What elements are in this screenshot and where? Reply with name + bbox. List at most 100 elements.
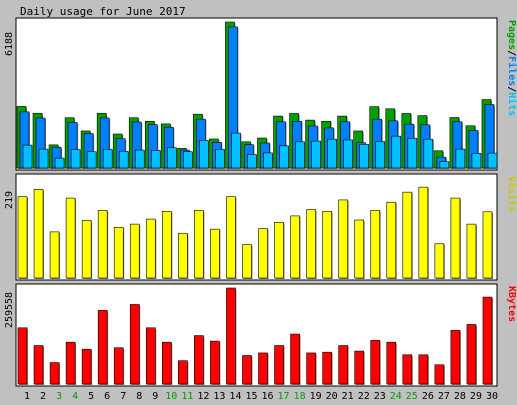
day-label-7: 7 xyxy=(120,391,126,402)
bar-hits-hits-19 xyxy=(311,140,321,169)
bar-kbytes-kbytes-28 xyxy=(450,330,461,385)
bar-visits-visits-20 xyxy=(322,211,332,279)
bar-hits-hits-1 xyxy=(22,144,33,169)
panel-visits-frame xyxy=(15,173,498,281)
x-axis-labels: 1 2 3 4 5 6 7 8 9 10 11 12 13 14 15 16 17 18 19 20 21 22 23 24 2… xyxy=(24,391,498,402)
bar-kbytes-kbytes-25 xyxy=(402,354,413,385)
bar-visits-visits-10 xyxy=(162,211,172,279)
bar-hits-hits-21 xyxy=(343,139,353,169)
day-label-26: 26 xyxy=(422,391,434,402)
day-label-2: 2 xyxy=(40,391,46,402)
bar-visits-visits-13 xyxy=(210,228,220,279)
day-label-4: 4 xyxy=(72,391,78,402)
bar-visits-visits-23 xyxy=(370,210,381,279)
panel-visits-max-label: 219 xyxy=(4,191,15,209)
bar-hits-hits-23 xyxy=(375,141,386,169)
day-label-6: 6 xyxy=(104,391,110,402)
panel-visits-legend: Visits xyxy=(506,176,517,212)
bar-visits-visits-8 xyxy=(129,223,140,279)
bar-kbytes-kbytes-11 xyxy=(178,360,188,385)
bar-kbytes-kbytes-5 xyxy=(81,348,92,385)
bar-kbytes-kbytes-3 xyxy=(49,362,60,385)
day-label-23: 23 xyxy=(374,391,386,402)
bar-visits-visits-5 xyxy=(81,220,92,279)
day-label-18: 18 xyxy=(294,391,306,402)
bar-hits-hits-11 xyxy=(183,151,193,169)
bar-kbytes-kbytes-22 xyxy=(354,350,365,385)
day-label-10: 10 xyxy=(165,391,177,402)
day-label-17: 17 xyxy=(278,391,290,402)
legend-part-2: Files xyxy=(506,56,517,86)
bar-kbytes-kbytes-10 xyxy=(162,341,172,385)
bar-hits-hits-2 xyxy=(38,148,49,169)
bar-hits-hits-9 xyxy=(150,150,161,169)
bar-visits-visits-22 xyxy=(354,219,365,279)
day-label-29: 29 xyxy=(470,391,482,402)
bar-hits-hits-14 xyxy=(231,132,241,169)
legend-part-0: Visits xyxy=(506,176,517,212)
bar-kbytes-kbytes-7 xyxy=(113,347,124,385)
legend-part-4: Hits xyxy=(506,92,517,116)
day-label-28: 28 xyxy=(454,391,466,402)
day-label-5: 5 xyxy=(88,391,94,402)
bar-visits-visits-18 xyxy=(290,215,300,279)
bar-visits-visits-2 xyxy=(33,189,44,279)
bar-hits-hits-22 xyxy=(359,144,370,169)
bar-hits-hits-26 xyxy=(423,138,434,169)
bar-visits-visits-26 xyxy=(418,186,429,279)
bar-hits-hits-4 xyxy=(70,149,81,169)
bar-visits-visits-27 xyxy=(434,243,445,279)
bar-visits-visits-9 xyxy=(145,218,156,279)
day-label-11: 11 xyxy=(181,391,193,402)
bar-kbytes-kbytes-13 xyxy=(210,340,220,385)
bar-hits-hits-25 xyxy=(407,137,418,169)
bar-visits-visits-21 xyxy=(338,199,348,279)
panel-kbytes-frame xyxy=(15,283,498,387)
bar-visits-visits-1 xyxy=(17,196,28,279)
bar-kbytes-kbytes-14 xyxy=(226,287,236,385)
bar-visits-visits-30 xyxy=(482,211,493,279)
bar-kbytes-kbytes-2 xyxy=(33,345,44,385)
bar-kbytes-kbytes-8 xyxy=(129,304,140,385)
bar-hits-hits-17 xyxy=(279,145,289,169)
bar-hits-hits-24 xyxy=(391,135,402,169)
bar-hits-hits-10 xyxy=(167,147,177,169)
bar-kbytes-kbytes-15 xyxy=(242,355,252,385)
bar-visits-visits-6 xyxy=(97,210,108,279)
day-label-22: 22 xyxy=(358,391,370,402)
bar-kbytes-kbytes-17 xyxy=(274,345,284,385)
bar-kbytes-kbytes-19 xyxy=(306,352,316,385)
bar-kbytes-kbytes-4 xyxy=(65,341,76,385)
bar-hits-hits-27 xyxy=(439,161,450,169)
day-label-25: 25 xyxy=(406,391,418,402)
bar-hits-hits-15 xyxy=(247,154,257,169)
chart-title: Daily usage for June 2017 xyxy=(20,5,186,18)
bar-hits-hits-3 xyxy=(54,157,65,169)
bar-hits-hits-12 xyxy=(199,140,209,169)
bar-visits-visits-25 xyxy=(402,191,413,279)
bar-visits-visits-15 xyxy=(242,244,252,279)
bar-visits-visits-14 xyxy=(226,196,236,279)
day-label-14: 14 xyxy=(229,391,241,402)
day-label-16: 16 xyxy=(261,391,273,402)
panel-kbytes: 259558 KBytes xyxy=(4,283,517,387)
legend-part-3: / xyxy=(506,86,517,92)
bar-visits-visits-7 xyxy=(113,227,124,279)
bar-kbytes-kbytes-1 xyxy=(17,327,28,385)
bar-visits-visits-19 xyxy=(306,209,316,279)
panel-kbytes-max-label: 259558 xyxy=(4,292,15,328)
bar-visits-visits-17 xyxy=(274,221,284,279)
day-label-3: 3 xyxy=(56,391,62,402)
panel-hits: 6188 Pages/Files/Hits xyxy=(4,17,517,171)
legend-part-1: / xyxy=(506,50,517,56)
legend-part-0: Pages xyxy=(506,20,517,50)
bar-kbytes-kbytes-29 xyxy=(466,324,477,385)
bar-kbytes-kbytes-9 xyxy=(145,327,156,385)
day-label-20: 20 xyxy=(326,391,338,402)
day-label-27: 27 xyxy=(438,391,450,402)
bar-hits-hits-7 xyxy=(118,150,129,169)
bar-kbytes-kbytes-12 xyxy=(194,335,204,385)
bar-hits-hits-18 xyxy=(295,141,305,169)
bar-visits-visits-16 xyxy=(258,228,268,279)
